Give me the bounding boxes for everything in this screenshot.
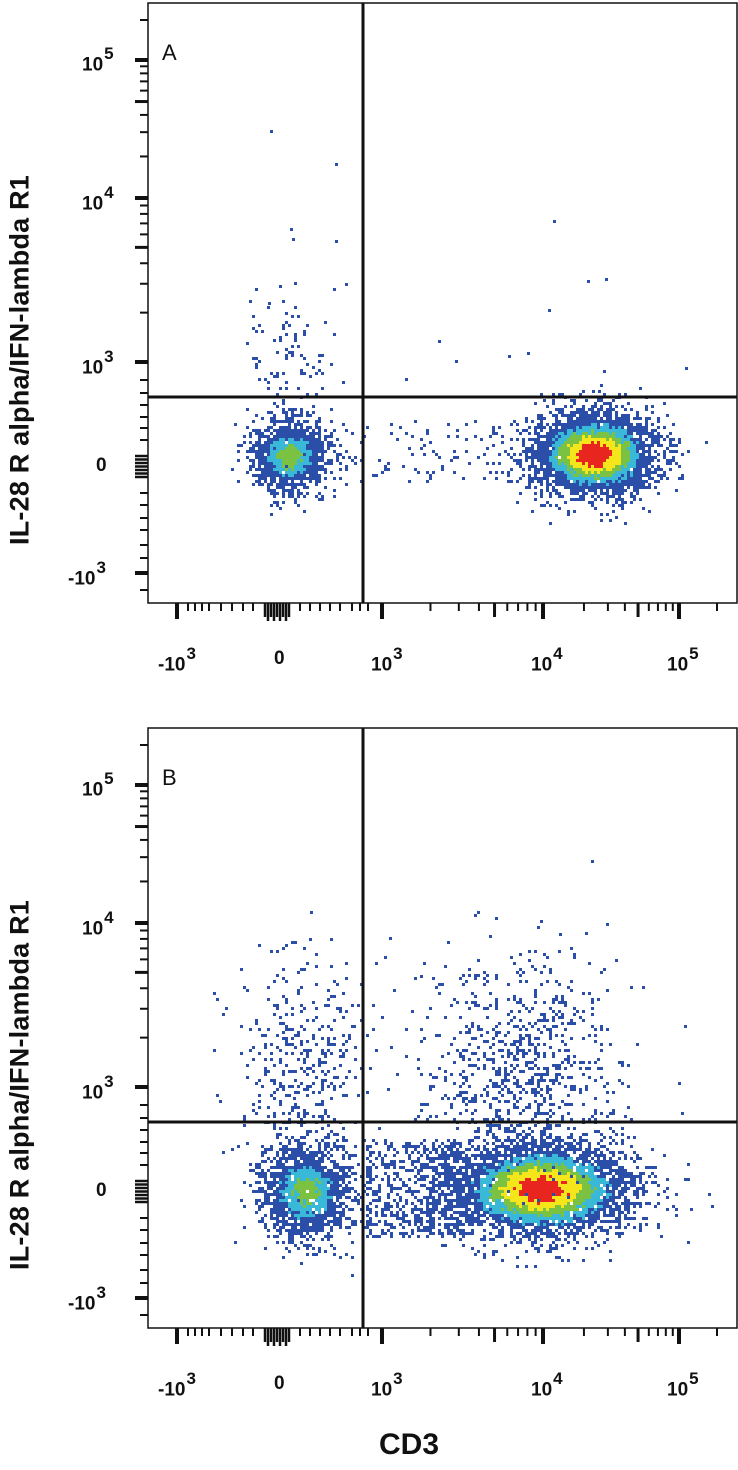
x-tick-label: 105 — [667, 644, 699, 676]
x-tick-label: 0 — [274, 1373, 285, 1394]
y-tick-label: 103 — [82, 1072, 114, 1104]
panel-a: IL-28 R alpha/IFN-lambda R1 A 105 104 10… — [0, 0, 738, 720]
y-tick-label: 0 — [96, 455, 107, 476]
x-tick-label: 103 — [371, 644, 403, 676]
plot-area — [135, 2, 738, 621]
panel-letter: B — [162, 765, 177, 790]
x-tick-label: 103 — [371, 1369, 403, 1401]
x-axis-label: CD3 — [378, 1428, 439, 1461]
x-tick-label: 104 — [531, 1369, 563, 1401]
y-tick-label: 0 — [96, 1180, 107, 1201]
y-tick-label: 103 — [82, 347, 114, 379]
y-tick-label: 104 — [82, 183, 114, 215]
x-tick-label: -103 — [158, 1369, 196, 1401]
x-tick-label: 104 — [531, 644, 563, 676]
plot-area — [135, 727, 738, 1346]
panel-b: IL-28 R alpha/IFN-lambda R1 B 105 104 10… — [0, 725, 738, 1445]
y-tick-label: 105 — [82, 44, 114, 76]
x-tick-label: 105 — [667, 1369, 699, 1401]
x-tick-label: 0 — [274, 648, 285, 669]
panel-letter: A — [162, 40, 177, 65]
y-tick-label: 105 — [82, 769, 114, 801]
x-tick-label: -103 — [158, 644, 196, 676]
y-tick-label: -103 — [68, 558, 106, 590]
y-tick-label: 104 — [82, 908, 114, 940]
y-tick-label: -103 — [68, 1283, 106, 1315]
